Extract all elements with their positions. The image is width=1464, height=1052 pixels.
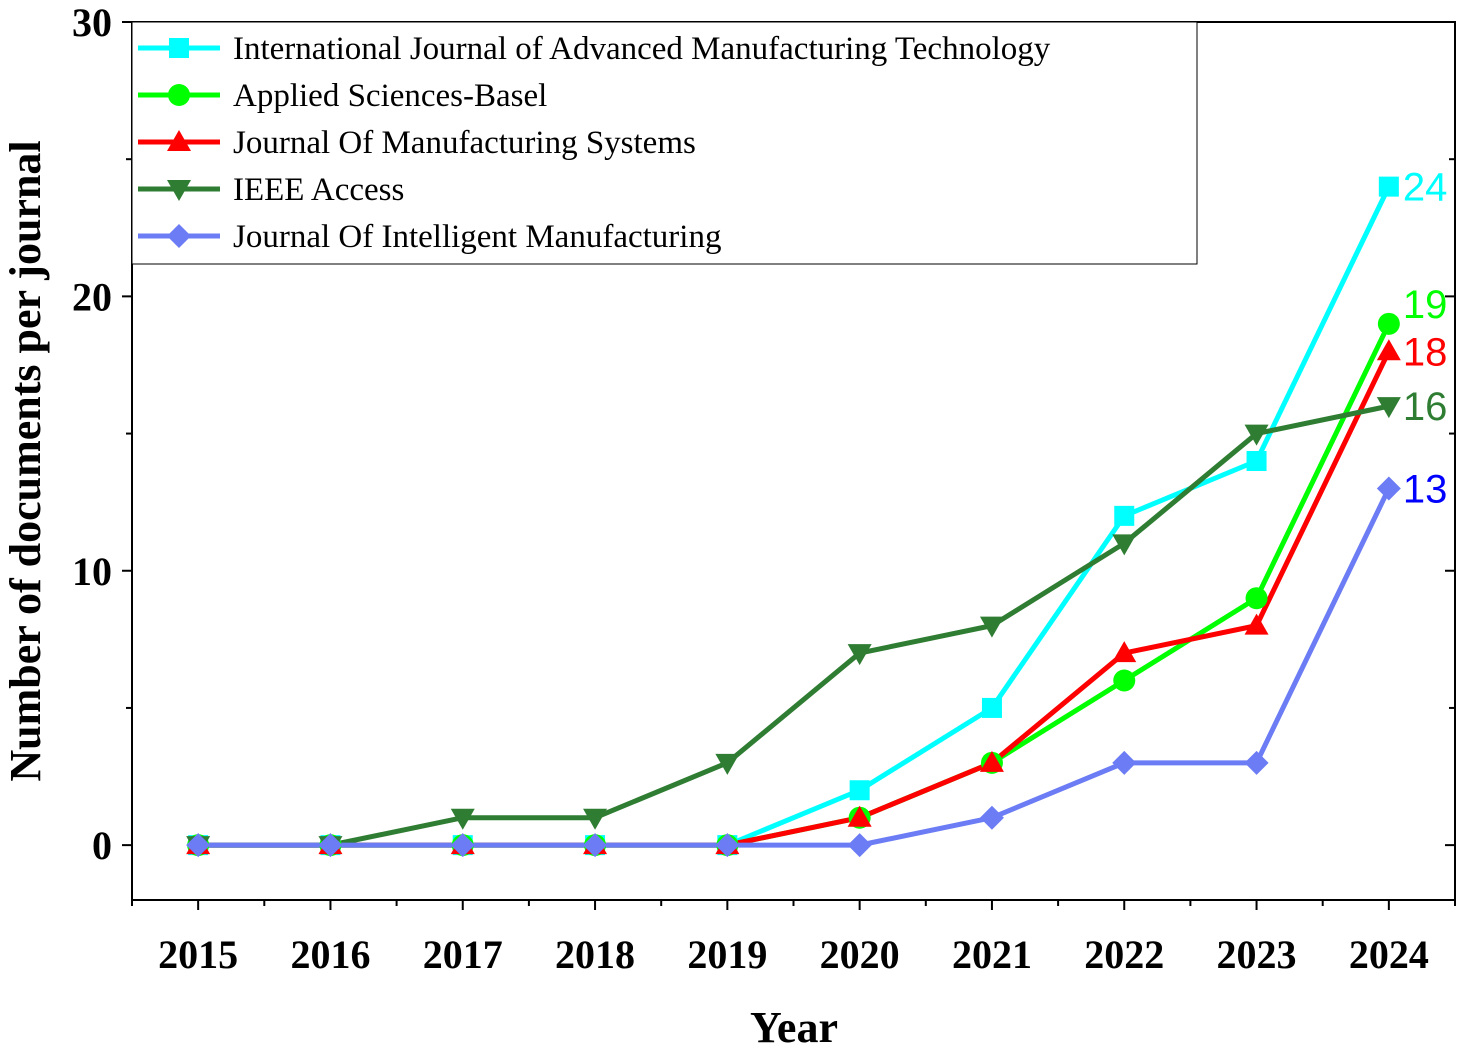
data-label: 13 — [1403, 467, 1448, 511]
data-point — [1377, 312, 1400, 335]
legend-label: International Journal of Advanced Manufa… — [233, 31, 1051, 67]
x-tick-label: 2015 — [158, 932, 238, 977]
data-point — [847, 805, 872, 827]
data-point — [981, 697, 1002, 718]
x-tick-label: 2016 — [290, 932, 370, 977]
legend-label: Journal Of Intelligent Manufacturing — [233, 219, 721, 255]
legend-label: Applied Sciences-Basel — [233, 78, 547, 114]
data-point — [583, 833, 608, 858]
legend-label: Journal Of Manufacturing Systems — [233, 125, 696, 161]
data-point — [1246, 451, 1267, 471]
data-label: 24 — [1403, 166, 1448, 210]
data-label: 18 — [1403, 330, 1448, 374]
x-tick-label: 2023 — [1217, 932, 1297, 977]
x-tick-label: 2019 — [687, 932, 767, 977]
series-markers — [186, 176, 1401, 858]
data-point — [1376, 339, 1401, 361]
y-tick-label: 30 — [72, 0, 112, 45]
series-line — [198, 403, 1390, 848]
series-line — [198, 185, 1392, 848]
tick-labels: 2015 2016 2017 2018 2019 2020 2021 2022 2023 2024… — [72, 0, 1429, 977]
data-point — [186, 833, 211, 858]
data-point — [318, 833, 343, 858]
data-point — [1112, 750, 1137, 775]
y-axis-title: Number of documents per journal — [1, 140, 50, 781]
data-point — [1113, 669, 1136, 692]
data-point — [583, 808, 608, 830]
data-point — [1244, 424, 1269, 446]
x-tick-label: 2018 — [555, 932, 635, 977]
x-axis-title: Year — [750, 1003, 838, 1052]
legend-label: IEEE Access — [233, 172, 404, 208]
data-point — [715, 753, 740, 775]
legend-marker — [169, 38, 189, 58]
axis-ticks — [122, 21, 1456, 910]
data-point — [1114, 505, 1135, 526]
x-tick-label: 2017 — [423, 932, 503, 977]
data-point — [979, 805, 1004, 830]
data-point — [847, 833, 872, 858]
data-point — [1376, 397, 1401, 419]
series-line — [198, 487, 1392, 848]
series-lines — [198, 185, 1392, 848]
data-label: 16 — [1403, 385, 1448, 429]
data-point — [450, 833, 475, 858]
y-tick-label: 10 — [72, 549, 112, 594]
data-point — [1245, 587, 1268, 610]
legend-marker — [167, 130, 191, 151]
data-point — [450, 808, 475, 830]
legend-marker — [167, 224, 191, 248]
x-tick-label: 2021 — [952, 932, 1032, 977]
data-point — [849, 780, 870, 801]
legend-box — [131, 21, 1198, 265]
x-tick-label: 2024 — [1349, 932, 1429, 977]
data-point — [979, 750, 1004, 772]
x-tick-label: 2022 — [1084, 932, 1164, 977]
data-point — [715, 833, 740, 858]
data-label: 19 — [1403, 283, 1448, 327]
y-tick-label: 20 — [72, 274, 112, 319]
data-point — [1112, 641, 1137, 663]
data-point — [979, 616, 1004, 638]
legend-marker — [167, 180, 191, 201]
data-point — [847, 644, 872, 666]
data-point — [1378, 176, 1399, 197]
series-line — [198, 350, 1392, 848]
data-point — [1244, 613, 1269, 635]
data-point — [1244, 750, 1269, 775]
legend-marker — [168, 84, 190, 106]
series-line — [198, 322, 1392, 848]
x-tick-label: 2020 — [820, 932, 900, 977]
legend: International Journal of Advanced Manufa… — [131, 21, 1198, 265]
data-point — [1376, 476, 1401, 501]
y-tick-label: 0 — [92, 823, 112, 868]
data-point — [1112, 534, 1137, 556]
